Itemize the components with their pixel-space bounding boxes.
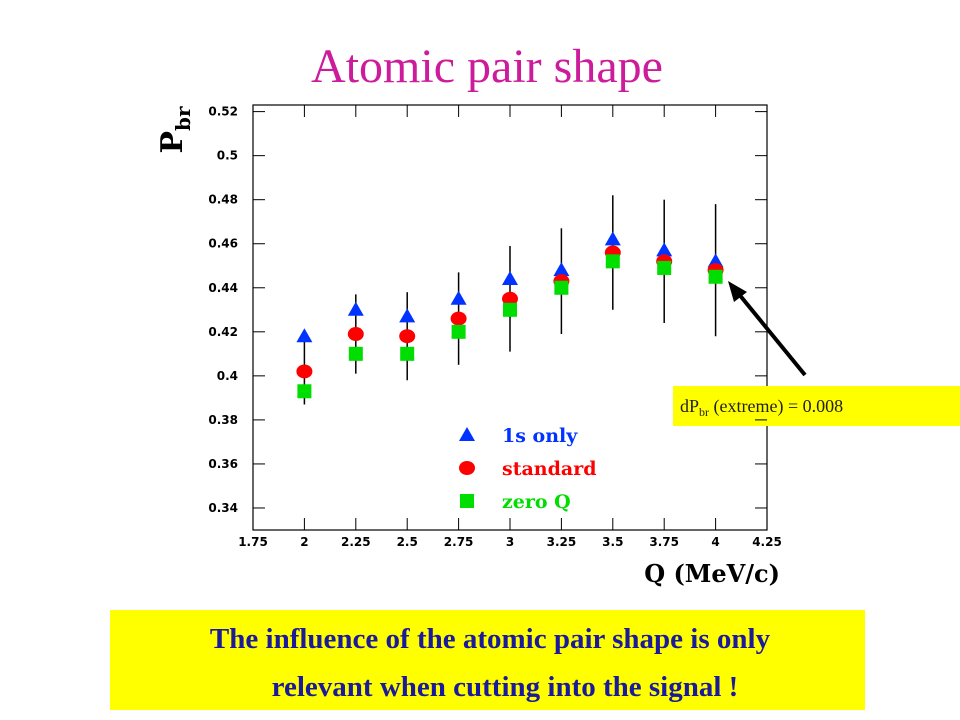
annotation: dPbr (extreme) = 0.008 [680, 396, 843, 419]
annotation-box [673, 386, 960, 426]
y-label-main: P [155, 131, 190, 154]
triangle-marker [296, 328, 313, 343]
y-tick-label: 0.38 [208, 413, 238, 427]
x-tick-label: 3.75 [649, 535, 679, 549]
triangle-marker [450, 290, 467, 305]
square-marker [400, 346, 415, 361]
circle-marker [399, 329, 416, 344]
circle-marker [347, 327, 364, 342]
square-marker [554, 280, 569, 295]
square-marker [657, 260, 672, 275]
y-tick-label: 0.48 [208, 193, 238, 207]
circle-marker [502, 291, 518, 306]
triangle-marker [553, 262, 570, 277]
slide-title: Atomic pair shape [311, 40, 663, 93]
legend-label: 1s only [502, 425, 578, 447]
annotation-sub: br [699, 405, 709, 419]
x-tick-label: 2.25 [341, 535, 371, 549]
triangle-marker [347, 301, 364, 316]
triangle-marker [502, 270, 518, 285]
circle-marker [296, 364, 313, 379]
x-tick-label: 2 [300, 535, 308, 549]
triangle-marker [399, 308, 416, 323]
y-axis-label: Pbr [155, 106, 195, 154]
y-tick-label: 0.44 [208, 281, 238, 295]
circle-marker [459, 461, 475, 475]
y-tick-label: 0.4 [217, 369, 238, 383]
note-line: The influence of the atomic pair shape i… [210, 623, 771, 655]
x-tick-label: 4.25 [752, 535, 782, 549]
triangle-marker [604, 231, 621, 246]
square-marker [348, 346, 363, 361]
x-axis-label: Q (MeV/c) [644, 559, 780, 588]
y-tick-label: 0.46 [208, 237, 238, 251]
x-tick-label: 2.5 [397, 535, 418, 549]
y-tick-label: 0.52 [208, 105, 238, 119]
triangle-marker [707, 253, 724, 268]
x-tick-label: 3 [506, 535, 514, 549]
x-tick-label: 2.75 [444, 535, 474, 549]
annotation-suffix: (extreme) = 0.008 [709, 396, 843, 417]
note-box [110, 610, 865, 710]
annotation-prefix: dP [680, 396, 699, 416]
square-marker [460, 494, 474, 508]
square-marker [605, 254, 620, 269]
x-tick-label: 4 [711, 535, 719, 549]
square-marker [451, 324, 466, 339]
legend-label: standard [502, 458, 597, 480]
y-tick-label: 0.5 [217, 149, 238, 163]
x-tick-label: 3.5 [602, 535, 623, 549]
y-tick-label: 0.34 [208, 501, 238, 515]
legend-label: zero Q [502, 491, 571, 513]
square-marker [708, 269, 723, 284]
square-marker [503, 302, 517, 317]
arrow-head [728, 281, 747, 302]
square-marker [297, 384, 312, 399]
x-tick-label: 1.75 [238, 535, 268, 549]
x-tick-label: 3.25 [547, 535, 577, 549]
y-tick-label: 0.36 [208, 457, 238, 471]
triangle-marker [459, 427, 475, 441]
triangle-marker [656, 242, 673, 257]
y-label-sub: br [171, 106, 195, 131]
arrow [736, 291, 807, 377]
y-tick-label: 0.42 [208, 325, 238, 339]
circle-marker [450, 311, 467, 326]
note-line: relevant when cutting into the signal ! [272, 671, 739, 703]
